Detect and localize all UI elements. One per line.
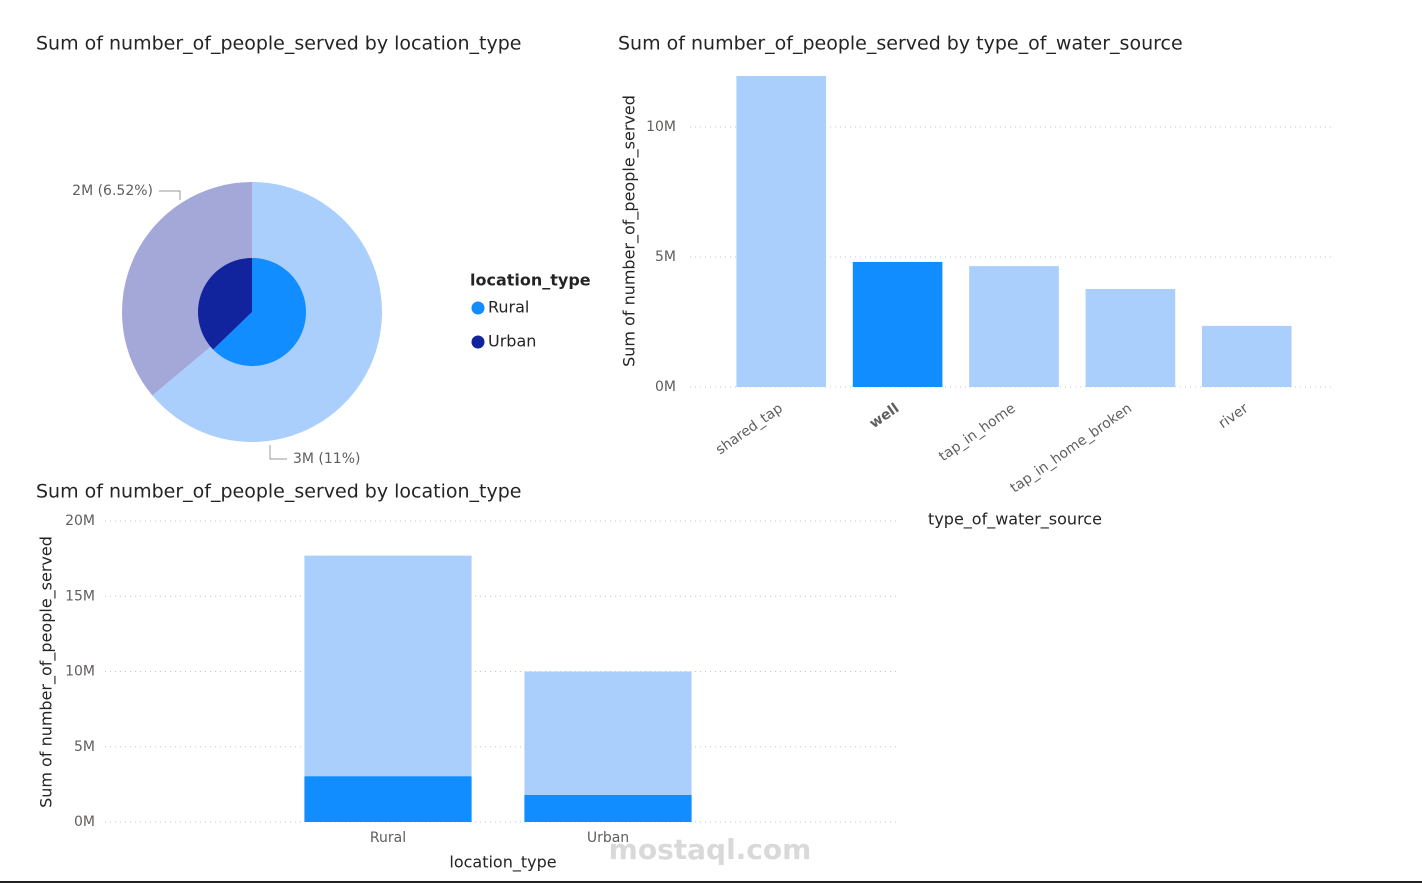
y-axis-title: Sum of number_of_people_served xyxy=(620,95,640,367)
x-tick-label: Rural xyxy=(370,830,406,846)
pie-slice xyxy=(121,182,253,396)
bar-segment xyxy=(524,671,692,795)
bar-segment xyxy=(304,555,472,777)
bar xyxy=(1085,288,1176,387)
x-tick-label: Urban xyxy=(587,830,629,846)
bar-segment xyxy=(524,794,692,822)
y-tick-label: 5M xyxy=(74,739,95,755)
legend-title: location_type xyxy=(470,271,591,290)
data-label: 3M (11%) xyxy=(293,451,360,467)
bar xyxy=(736,76,827,387)
leader-line xyxy=(159,190,181,200)
y-tick-label: 20M xyxy=(65,513,95,529)
y-tick-label: 0M xyxy=(74,814,95,830)
legend-label: Urban xyxy=(488,332,536,351)
watermark: mostaql.com xyxy=(609,833,812,866)
legend-marker xyxy=(471,335,485,349)
x-axis-title: type_of_water_source xyxy=(928,510,1102,530)
y-tick-label: 5M xyxy=(655,249,676,265)
bar xyxy=(1201,325,1292,387)
y-tick-label: 10M xyxy=(65,664,95,680)
y-tick-label: 10M xyxy=(646,119,676,135)
bar-segment xyxy=(304,776,472,822)
chart-title: Sum of number_of_people_served by locati… xyxy=(36,33,521,55)
data-label: 2M (6.52%) xyxy=(72,183,153,199)
y-tick-label: 0M xyxy=(655,379,676,395)
chart-title: Sum of number_of_people_served by type_o… xyxy=(618,33,1183,55)
highlight-slice xyxy=(197,258,252,350)
highlight-slice xyxy=(213,258,306,366)
legend-label: Rural xyxy=(488,298,529,317)
chart-title: Sum of number_of_people_served by locati… xyxy=(36,481,521,503)
y-axis-title: Sum of number_of_people_served xyxy=(37,536,57,808)
x-axis-title: location_type xyxy=(449,853,556,873)
bar xyxy=(852,261,943,387)
leader-line xyxy=(269,445,287,460)
y-tick-label: 15M xyxy=(65,588,95,604)
bar xyxy=(969,266,1059,387)
legend-marker xyxy=(471,301,485,315)
